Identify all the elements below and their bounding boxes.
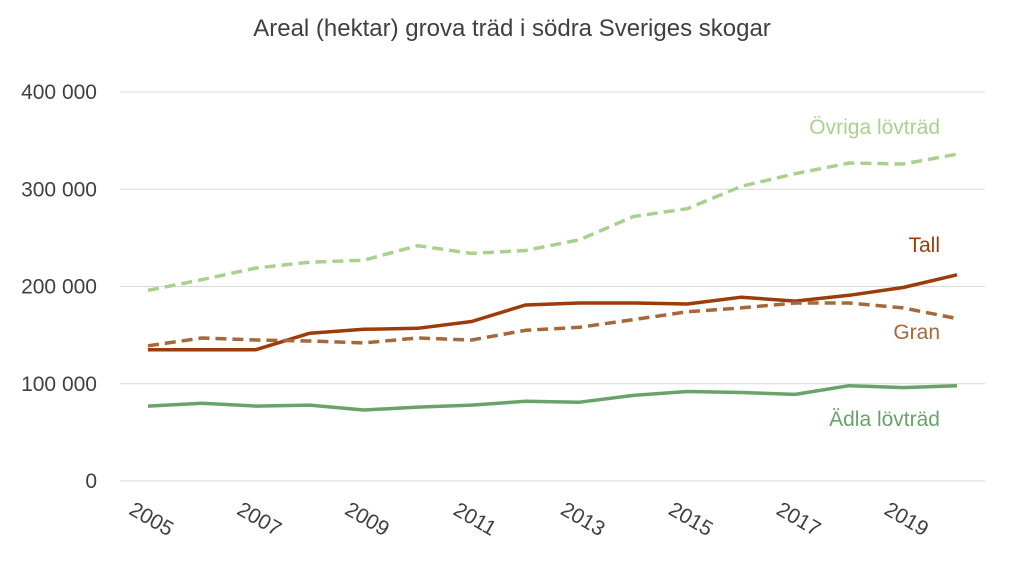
x-tick-label: 2011: [450, 498, 501, 541]
grid-lines: [120, 91, 985, 482]
series-line-0: [147, 152, 958, 293]
x-tick-label: 2007: [233, 498, 285, 541]
series-lines: [147, 152, 958, 412]
x-tick-label: 2017: [772, 498, 824, 541]
x-tick-label: 2015: [665, 498, 717, 541]
series-label-2: Gran: [893, 321, 940, 344]
x-tick-label: 2005: [125, 498, 177, 541]
y-tick-label: 400 000: [21, 81, 97, 104]
y-tick-label: 200 000: [21, 276, 97, 299]
series-label-0: Övriga lövträd: [809, 116, 940, 139]
y-axis-tick-labels: 0 100 000 200 000 300 000 400 000: [21, 81, 97, 493]
y-tick-label: 0: [85, 470, 97, 493]
series-label-3: Ädla lövträd: [829, 408, 940, 431]
series-labels: Övriga lövträd Tall Gran Ädla lövträd: [809, 116, 940, 431]
x-axis-tick-labels: 2005 2007 2009 2011 2013 2015 2017 2019: [125, 498, 932, 541]
x-tick-label: 2009: [341, 498, 393, 541]
series-line-3: [147, 383, 958, 412]
chart-title: Areal (hektar) grova träd i södra Sverig…: [253, 15, 771, 42]
y-tick-label: 300 000: [21, 178, 97, 201]
series-line-2: [147, 301, 958, 348]
series-label-1: Tall: [908, 234, 940, 257]
series-line-1: [148, 273, 958, 352]
x-tick-label: 2019: [880, 498, 932, 541]
x-tick-label: 2013: [557, 498, 609, 541]
y-tick-label: 100 000: [21, 373, 97, 396]
